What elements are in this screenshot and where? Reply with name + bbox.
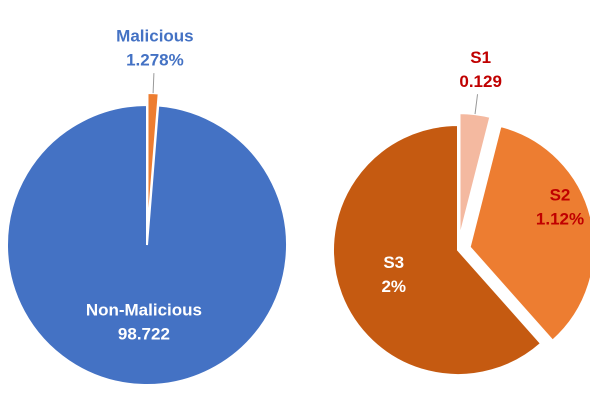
value-label: 1.278% <box>126 51 184 70</box>
value-label: 98.722 <box>118 324 170 343</box>
value-label: 1.12% <box>536 210 584 229</box>
slice-label: Malicious <box>116 27 193 46</box>
pie-slice <box>468 124 590 343</box>
value-label: 2% <box>381 277 406 296</box>
leader-line <box>474 94 479 115</box>
pie-slice <box>458 112 492 239</box>
pie-slice <box>332 123 543 376</box>
pie-slice <box>6 103 288 386</box>
value-label: 0.129 <box>459 72 502 91</box>
slice-label: S2 <box>550 186 571 205</box>
leader-line <box>152 73 155 94</box>
slice-label: S1 <box>470 48 491 67</box>
slice-label: S3 <box>383 253 404 272</box>
slice-label: Non-Malicious <box>86 300 202 319</box>
